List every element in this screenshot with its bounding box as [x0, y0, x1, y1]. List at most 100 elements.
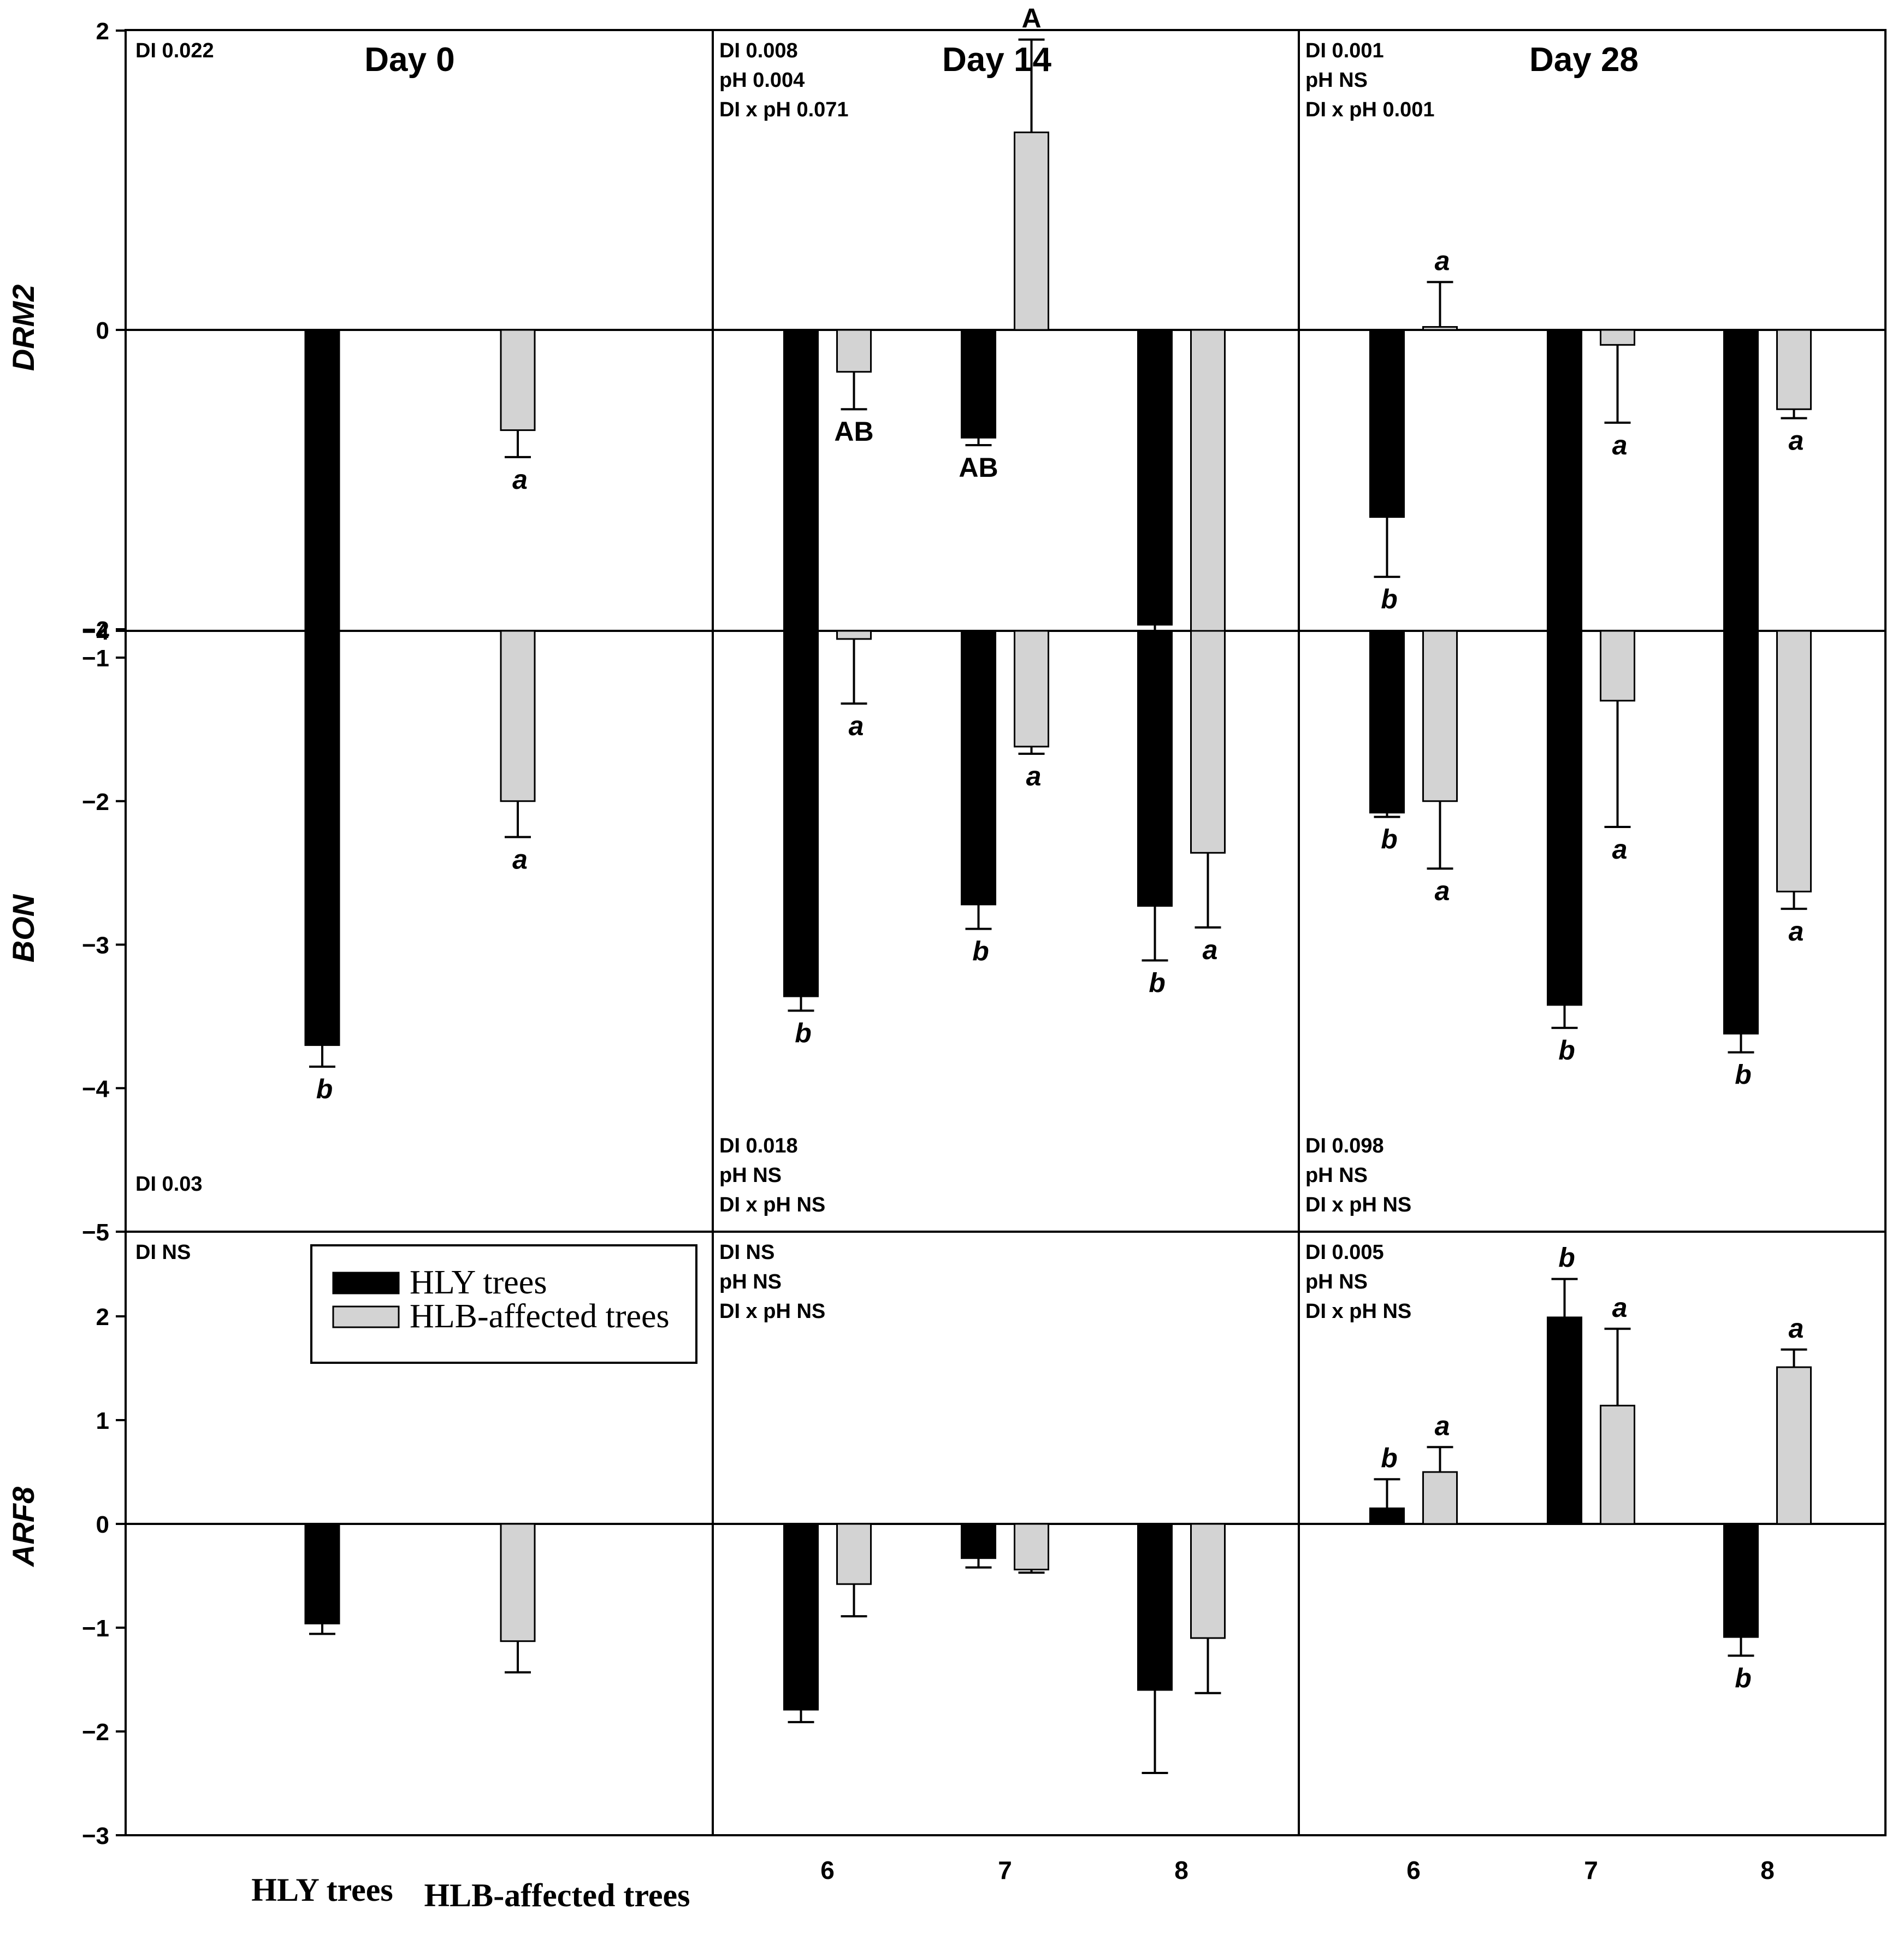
significance-letter: a: [1203, 935, 1218, 965]
y-tick-label: −2: [82, 617, 109, 643]
panel-arf8-day-0: DI NS: [126, 1241, 713, 1674]
bar-hly: [1137, 1523, 1173, 1691]
bar-hlb: [500, 329, 536, 431]
y-tick-label: −2: [82, 1719, 109, 1746]
bar-hly: [1369, 1508, 1405, 1525]
panel-bon-day-0: b a DI 0.03: [135, 630, 536, 1196]
stats-annotation: pH NS: [719, 1270, 782, 1293]
y-tick-label: 1: [96, 1408, 109, 1434]
legend-label-hly: HLY trees: [410, 1264, 547, 1301]
bar-hlb: [1776, 329, 1812, 410]
bar-hly: [961, 1523, 996, 1559]
significance-letter: b: [1381, 824, 1398, 855]
y-tick-label: −1: [82, 645, 109, 672]
bar-hly: [1547, 630, 1582, 1006]
stats-annotation: DI 0.001: [1305, 39, 1384, 62]
legend-box: [310, 1244, 697, 1364]
panel-frame: [125, 630, 714, 1233]
y-tick-label: 0: [96, 1511, 109, 1538]
stats-annotation: DI 0.03: [135, 1173, 203, 1196]
significance-letter: A: [1021, 3, 1041, 33]
stats-annotation: DI x pH NS: [719, 1300, 825, 1323]
stats-annotation: DI NS: [719, 1241, 774, 1264]
bar-hly: [961, 329, 996, 439]
significance-letter: a: [1789, 916, 1804, 947]
stats-annotation: DI 0.008: [719, 39, 798, 62]
y-axis-title-drm2: DRM2: [6, 285, 40, 371]
significance-letter: b: [1149, 967, 1166, 998]
legend-swatch-hly: [332, 1272, 400, 1294]
panel-bon-day-28: b a b a b a DI 0.098 pH NS DI x pH NS: [1305, 630, 1812, 1216]
stats-annotation: DI x pH NS: [1305, 1193, 1411, 1216]
significance-letter: b: [1735, 1060, 1752, 1090]
bar-hly: [1547, 1316, 1582, 1525]
bar-hly: [1369, 630, 1405, 814]
bar-hlb: [836, 630, 872, 640]
column-title-day-28: Day 28: [1529, 41, 1639, 79]
panel-arf8-day-14: DI NS pH NS DI x pH NS: [713, 1241, 1299, 1774]
stats-annotation: DI 0.018: [719, 1134, 798, 1157]
bar-hly: [1137, 329, 1173, 626]
y-axis-title-arf8: ARF8: [6, 1486, 40, 1568]
x-tick-label: 8: [1760, 1856, 1775, 1884]
bar-hlb: [1422, 326, 1458, 331]
significance-letter: b: [795, 1018, 812, 1048]
significance-letter: a: [1789, 1313, 1804, 1344]
significance-letter: a: [1026, 761, 1042, 791]
x-tick-label: 7: [998, 1856, 1012, 1884]
x-tick-label: 8: [1174, 1856, 1188, 1884]
bar-hly: [1137, 630, 1173, 907]
x-label-hly: HLY trees: [251, 1872, 393, 1908]
x-tick-label: 6: [1406, 1856, 1421, 1884]
bar-hly: [1723, 630, 1759, 1035]
stats-annotation: DI x pH 0.001: [1305, 98, 1435, 121]
stats-annotation: DI 0.005: [1305, 1241, 1384, 1264]
significance-letter: a: [1789, 425, 1804, 456]
bar-hlb: [1422, 1471, 1458, 1525]
bar-hlb: [1014, 630, 1049, 748]
significance-letter: a: [1435, 876, 1450, 906]
bar-hlb: [1600, 630, 1635, 702]
bar-hlb: [500, 1523, 536, 1642]
significance-letter: a: [1612, 834, 1628, 865]
y-tick-label: 2: [96, 1304, 109, 1331]
bar-hlb: [1014, 1523, 1049, 1571]
y-tick-label: −1: [82, 1615, 109, 1642]
bar-hlb: [1190, 329, 1226, 653]
bar-hlb: [1600, 1404, 1635, 1525]
legend-label-hlb: HLB-affected trees: [410, 1298, 670, 1335]
significance-letter: b: [1735, 1663, 1752, 1693]
significance-letter: a: [849, 711, 864, 741]
significance-letter: AB: [834, 416, 873, 447]
x-tick-label: 6: [820, 1856, 835, 1884]
y-tick-label: −4: [82, 1075, 110, 1102]
bar-hly: [783, 1523, 819, 1711]
x-tick-label: 7: [1584, 1856, 1598, 1884]
significance-letter: a: [512, 464, 528, 495]
bar-hlb: [1600, 329, 1635, 346]
bar-hlb: [1014, 131, 1049, 331]
stats-annotation: pH NS: [1305, 1270, 1368, 1293]
bar-hlb: [500, 630, 536, 802]
stats-annotation: DI 0.098: [1305, 1134, 1384, 1157]
x-label-hlb: HLB-affected trees: [424, 1877, 690, 1913]
stats-annotation: pH NS: [719, 1164, 782, 1187]
bar-hly: [304, 630, 340, 1046]
stats-annotation: DI NS: [135, 1241, 191, 1264]
row-arf8: 2 1 0 −1 −2 −3 ARF8: [6, 1304, 126, 1849]
bar-hlb: [1776, 1366, 1812, 1525]
y-axis-title-bon: BON: [6, 894, 40, 962]
bar-hlb: [1190, 1523, 1226, 1639]
significance-letter: a: [1435, 1410, 1450, 1441]
significance-letter: b: [1381, 1443, 1398, 1473]
significance-letter: b: [972, 936, 989, 967]
significance-letter: a: [1612, 1292, 1628, 1323]
stats-annotation: DI x pH 0.071: [719, 98, 849, 121]
bar-hly: [1369, 329, 1405, 518]
bar-hlb: [1190, 630, 1226, 854]
bar-hlb: [1776, 630, 1812, 892]
column-title-day-14: Day 14: [942, 41, 1051, 79]
